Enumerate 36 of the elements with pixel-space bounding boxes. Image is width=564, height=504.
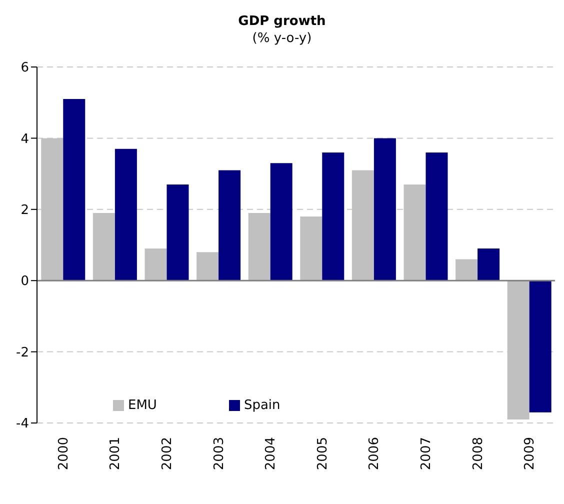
chart-subtitle: (% y-o-y) bbox=[251, 31, 313, 46]
bar bbox=[92, 212, 115, 281]
x-tick-label: 2004 bbox=[264, 437, 279, 470]
y-tick-label: 2 bbox=[20, 203, 29, 218]
legend-label: Spain bbox=[244, 398, 280, 413]
y-tick-label: -2 bbox=[16, 345, 29, 360]
bar bbox=[248, 212, 270, 281]
bar bbox=[63, 99, 86, 281]
x-tick-label: 2007 bbox=[419, 437, 434, 470]
y-tick-label: 4 bbox=[20, 132, 29, 147]
x-tick-label: 2009 bbox=[522, 437, 538, 470]
bar bbox=[166, 184, 189, 281]
bar bbox=[456, 259, 478, 281]
bar bbox=[300, 216, 322, 281]
y-tick-label: -4 bbox=[16, 416, 29, 432]
x-tick-label: 2003 bbox=[212, 437, 227, 470]
bar bbox=[114, 148, 137, 281]
chart-title: GDP growth bbox=[237, 14, 327, 29]
bar bbox=[322, 152, 344, 281]
x-tick-label: 2002 bbox=[160, 437, 176, 470]
x-tick-label: 2006 bbox=[367, 437, 382, 470]
x-tick-label: 2000 bbox=[56, 437, 72, 470]
x-tick-label: 2008 bbox=[470, 437, 486, 470]
bar bbox=[218, 170, 241, 281]
y-tick-label: 6 bbox=[20, 60, 29, 76]
bar bbox=[144, 248, 167, 281]
y-tick-label: 0 bbox=[20, 274, 29, 290]
x-tick-label: 2001 bbox=[108, 437, 124, 470]
x-tick-label: 2005 bbox=[315, 437, 330, 470]
bar bbox=[478, 248, 500, 281]
legend-label: EMU bbox=[128, 398, 157, 413]
bar bbox=[426, 152, 448, 281]
bar bbox=[529, 280, 552, 412]
bar bbox=[196, 252, 219, 281]
bar bbox=[374, 138, 396, 281]
bar bbox=[270, 163, 292, 281]
